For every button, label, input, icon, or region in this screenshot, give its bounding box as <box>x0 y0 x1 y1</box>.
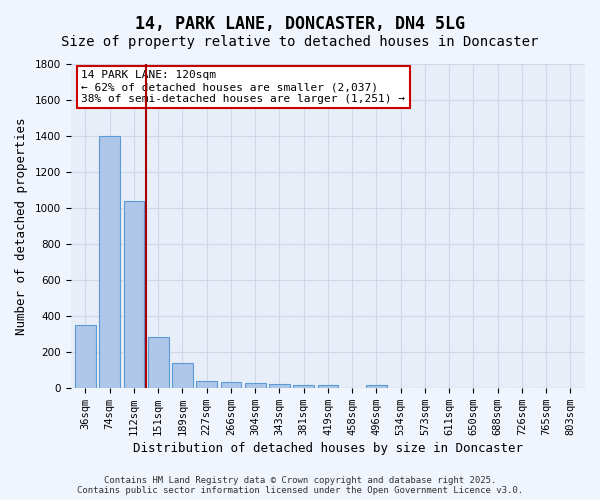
Bar <box>172 362 193 388</box>
Text: 14, PARK LANE, DONCASTER, DN4 5LG: 14, PARK LANE, DONCASTER, DN4 5LG <box>135 15 465 33</box>
Bar <box>124 200 144 388</box>
X-axis label: Distribution of detached houses by size in Doncaster: Distribution of detached houses by size … <box>133 442 523 455</box>
Y-axis label: Number of detached properties: Number of detached properties <box>15 117 28 334</box>
Bar <box>317 385 338 388</box>
Bar <box>221 382 241 388</box>
Bar <box>366 385 387 388</box>
Bar <box>293 385 314 388</box>
Text: 14 PARK LANE: 120sqm
← 62% of detached houses are smaller (2,037)
38% of semi-de: 14 PARK LANE: 120sqm ← 62% of detached h… <box>81 70 405 104</box>
Text: Size of property relative to detached houses in Doncaster: Size of property relative to detached ho… <box>61 35 539 49</box>
Bar <box>196 380 217 388</box>
Bar <box>269 384 290 388</box>
Bar <box>75 325 96 388</box>
Bar <box>245 384 266 388</box>
Bar <box>148 338 169 388</box>
Bar <box>100 136 120 388</box>
Text: Contains HM Land Registry data © Crown copyright and database right 2025.
Contai: Contains HM Land Registry data © Crown c… <box>77 476 523 495</box>
